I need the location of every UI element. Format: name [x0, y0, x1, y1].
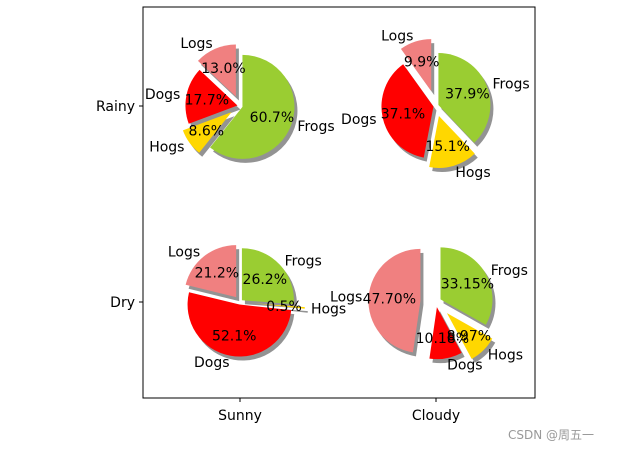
slice-label-dogs: Dogs — [145, 87, 181, 103]
wedge-hogs — [182, 112, 232, 153]
ticks-layer: Sunny Cloudy Rainy Dry — [96, 99, 460, 424]
pct-label-frogs: 60.7% — [250, 110, 294, 126]
pct-label-logs: 21.2% — [195, 266, 239, 282]
slice-label-logs: Logs — [180, 36, 212, 52]
slice-label-dogs: Dogs — [341, 112, 377, 128]
pct-label-dogs: 37.1% — [381, 106, 425, 122]
x-tick-label-sunny: Sunny — [218, 408, 262, 424]
slice-label-dogs: Dogs — [447, 357, 483, 373]
slice-label-dogs: Dogs — [194, 355, 230, 371]
slice-label-logs: Logs — [168, 244, 200, 260]
wedge-hogs — [252, 303, 305, 309]
x-tick-label-cloudy: Cloudy — [412, 408, 460, 424]
pct-label-logs: 47.70% — [363, 292, 416, 308]
slice-label-hogs: Hogs — [149, 139, 184, 155]
wedge-logs — [185, 245, 237, 298]
wedge-frogs — [438, 53, 491, 143]
pies-layer: 13.0%Logs17.7%Dogs8.6%Hogs60.7%Frogs9.9%… — [145, 29, 530, 374]
slice-label-frogs: Frogs — [285, 254, 322, 270]
pie-rainy-sunny: 13.0% Logs 17.7%Dogs 8.6% Hogs 60.7%Frogs — [145, 36, 335, 163]
pct-label-hogs: 8.97% — [447, 328, 491, 344]
wedge-logs — [368, 248, 421, 353]
pct-label-dogs: 10.18% — [416, 331, 469, 347]
y-tick-label-dry: Dry — [110, 295, 135, 311]
slice-label-logs: Logs — [381, 29, 413, 45]
wedge-dogs — [381, 64, 434, 158]
slice-label-logs: Logs — [330, 290, 362, 306]
wedge-hogs — [446, 313, 493, 359]
pct-label-hogs: 0.5% — [266, 299, 302, 315]
pct-label-frogs: 33.15% — [441, 277, 494, 293]
wedge-dogs — [187, 292, 292, 357]
wedge-dogs — [185, 69, 238, 124]
pct-label-logs: 9.9% — [404, 54, 440, 70]
pct-label-dogs: 17.7% — [185, 92, 229, 108]
wedge-logs — [197, 44, 236, 97]
pct-label-frogs: 26.2% — [243, 272, 287, 288]
wedge-frogs — [210, 54, 295, 159]
pie-rainy-cloudy: 9.9% Logs 37.1%Dogs 15.1% Hogs 37.9%Frogs — [341, 29, 530, 181]
pie-dry-cloudy: 47.70%Logs 10.18% Dogs 8.97% Hogs 33.15%Frogs — [330, 247, 528, 373]
pct-label-hogs: 15.1% — [425, 139, 469, 155]
y-tick-label-rainy: Rainy — [96, 99, 135, 115]
slice-label-frogs: Frogs — [491, 263, 528, 279]
wedge-frogs — [440, 247, 493, 325]
pct-label-frogs: 37.9% — [445, 86, 489, 102]
wedge-frogs — [241, 248, 294, 305]
wedge-dogs — [429, 307, 462, 360]
slice-label-hogs: Hogs — [455, 165, 490, 181]
slice-label-hogs: Hogs — [488, 348, 523, 364]
pct-label-logs: 13.0% — [201, 61, 245, 77]
wedge-logs — [400, 39, 432, 92]
slice-label-frogs: Frogs — [297, 119, 334, 135]
pct-label-dogs: 52.1% — [212, 328, 256, 344]
pct-label-hogs: 8.6% — [189, 123, 225, 139]
slice-label-hogs: Hogs — [311, 301, 346, 317]
wedge-hogs — [429, 115, 475, 168]
pie-dry-sunny: 21.2% Logs 52.1% Dogs 0.5% Hogs 26.2% Frogs — [168, 244, 346, 371]
plot-frame — [142, 6, 536, 399]
slice-label-frogs: Frogs — [492, 76, 529, 92]
watermark: CSDN @周五一 — [508, 428, 595, 442]
